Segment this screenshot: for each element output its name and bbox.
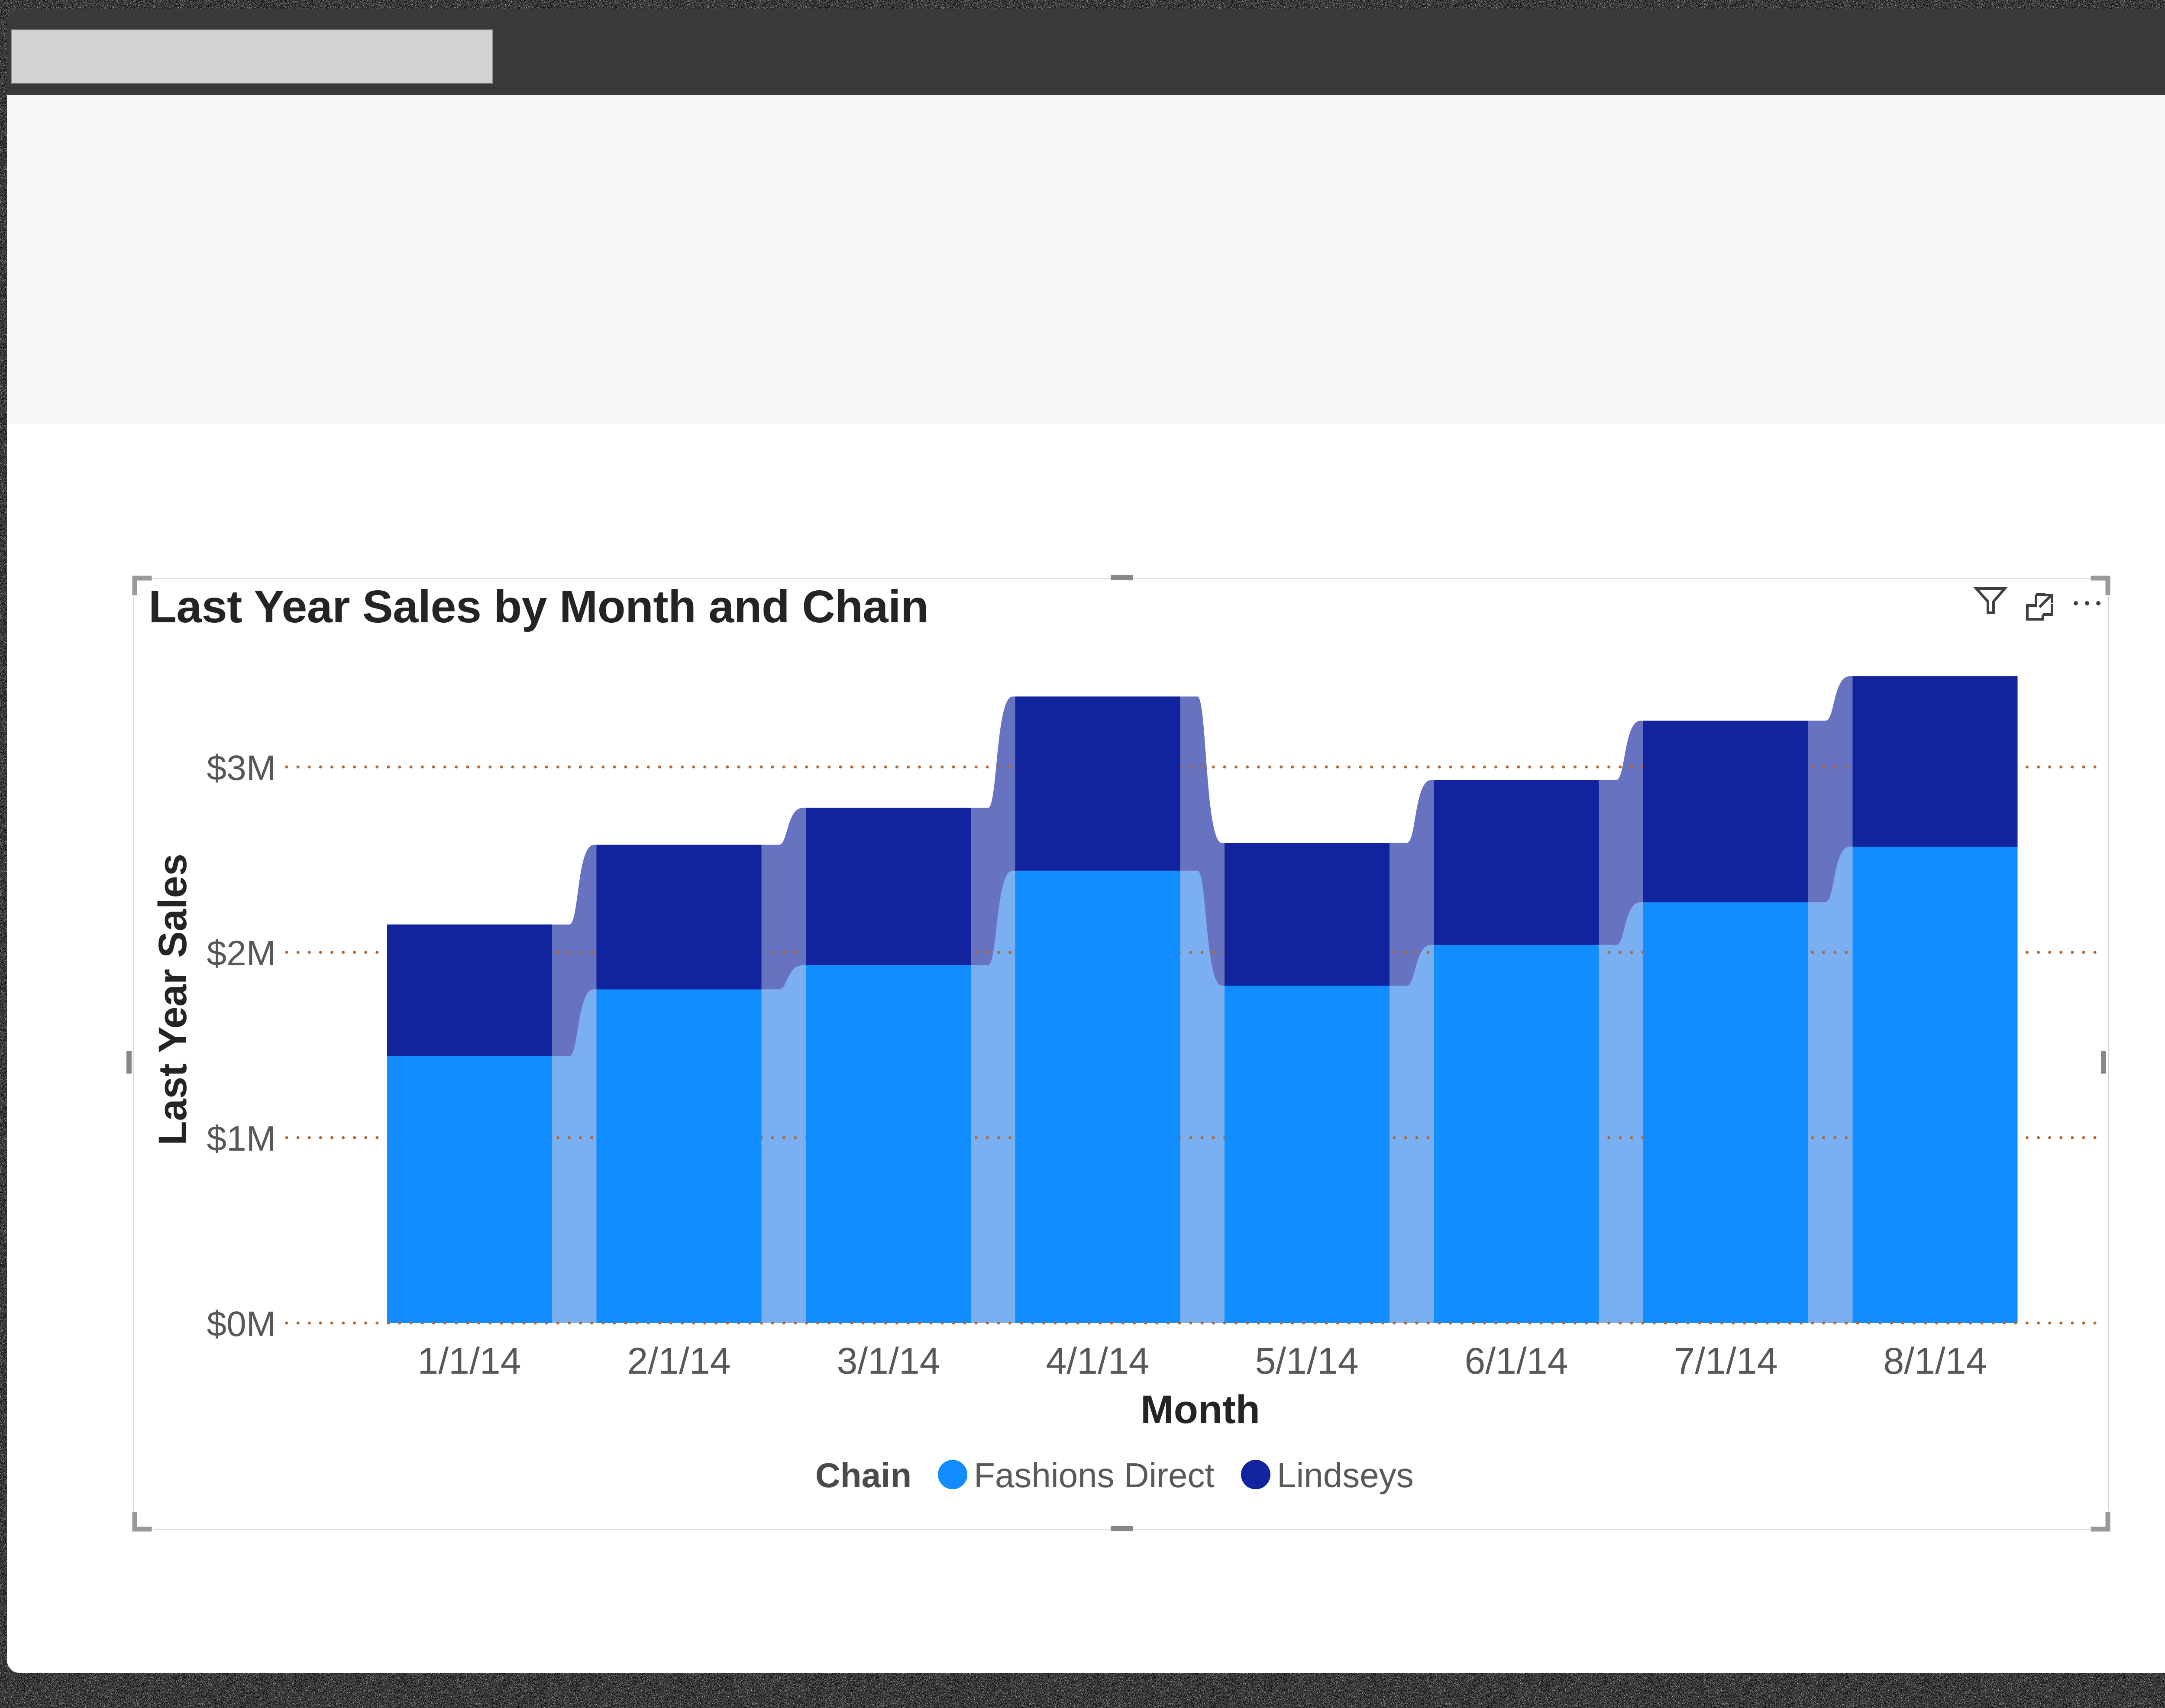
svg-text:Last Year Sales: Last Year Sales — [151, 854, 195, 1145]
svg-text:8/1/14: 8/1/14 — [1883, 1340, 1987, 1382]
svg-text:Last Year Sales by Month and C: Last Year Sales by Month and Chain — [149, 581, 928, 632]
svg-text:$3M: $3M — [207, 748, 276, 788]
svg-text:$0M: $0M — [207, 1304, 276, 1344]
svg-text:5/1/14: 5/1/14 — [1255, 1340, 1358, 1382]
svg-text:3/1/14: 3/1/14 — [837, 1340, 940, 1382]
svg-text:Chain: Chain — [815, 1456, 911, 1494]
svg-text:7/1/14: 7/1/14 — [1674, 1340, 1777, 1382]
svg-text:4/1/14: 4/1/14 — [1046, 1340, 1149, 1382]
svg-text:6/1/14: 6/1/14 — [1464, 1340, 1568, 1382]
svg-text:Month: Month — [1141, 1388, 1260, 1432]
svg-text:2/1/14: 2/1/14 — [627, 1340, 730, 1382]
svg-text:1/1/14: 1/1/14 — [417, 1340, 521, 1382]
svg-text:$2M: $2M — [207, 934, 276, 973]
svg-text:Lindseys: Lindseys — [1277, 1456, 1414, 1494]
svg-text:Fashions Direct: Fashions Direct — [974, 1456, 1215, 1494]
svg-text:$1M: $1M — [207, 1119, 276, 1158]
